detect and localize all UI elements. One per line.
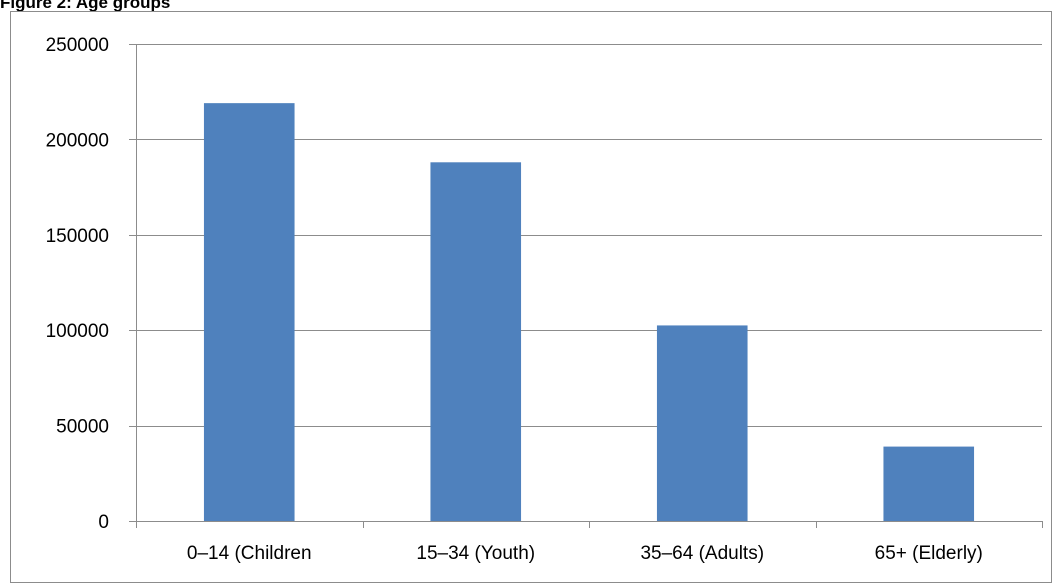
axes [129, 44, 1043, 528]
x-tick-label: 35–64 (Adults) [640, 543, 764, 564]
x-tick-label: 65+ (Elderly) [875, 543, 983, 564]
x-tick-label: 15–34 (Youth) [416, 543, 535, 564]
bar [883, 446, 975, 521]
chart-frame [10, 11, 1052, 583]
y-tick-label: 0 [98, 512, 109, 533]
y-tick-label: 200000 [46, 130, 109, 151]
figure-caption: Figure 2: Age groups [0, 0, 171, 12]
y-tick-label: 100000 [46, 321, 109, 342]
x-tick-label: 0–14 (Children [187, 543, 312, 564]
y-tick-label: 250000 [46, 35, 109, 56]
y-tick-label: 50000 [56, 417, 109, 438]
bar [430, 162, 522, 521]
y-tick-label: 150000 [46, 226, 109, 247]
bars [203, 103, 975, 521]
x-tick-labels: 0–14 (Children 15–34 (Youth) 35–64 (Adults… [187, 543, 983, 564]
bar [656, 325, 748, 521]
bar [203, 103, 295, 521]
y-tick-labels: 0 50000 100000 150000 200000 250000 [46, 35, 109, 533]
